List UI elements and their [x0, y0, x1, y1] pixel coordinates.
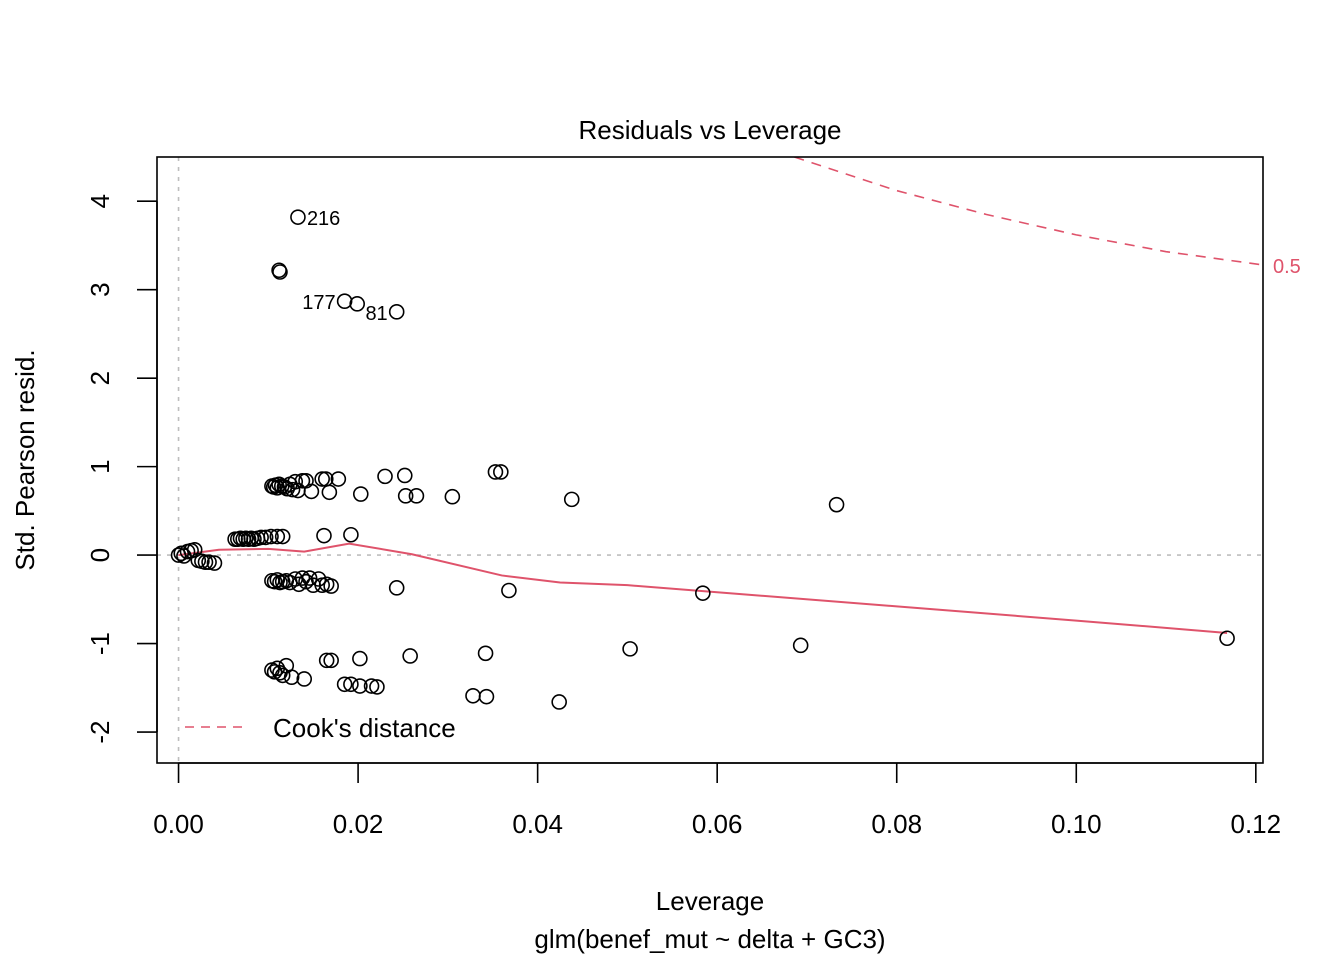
data-point [269, 528, 286, 545]
x-tick-label: 0.08 [871, 809, 922, 839]
data-point [316, 527, 332, 544]
data-point [349, 296, 365, 312]
y-tick-label: -2 [85, 720, 115, 743]
data-point [369, 679, 385, 695]
data-point [343, 526, 359, 543]
data-point [397, 488, 414, 504]
data-point [477, 645, 494, 662]
data-point [792, 637, 809, 654]
data-point [294, 570, 311, 586]
reference-lines [157, 157, 1263, 763]
data-point [283, 669, 300, 685]
plot-frame [156, 156, 1264, 764]
y-tick-label: 2 [85, 371, 115, 385]
cooks-contour-label: 0.5 [1273, 256, 1301, 278]
chart-title: Residuals vs Leverage [578, 115, 841, 145]
data-point [296, 671, 313, 687]
point-label: 81 [365, 303, 387, 325]
data-point [294, 472, 311, 489]
data-point [1219, 630, 1235, 647]
data-point [352, 486, 369, 502]
data-point [206, 555, 223, 571]
x-tick-label: 0.02 [333, 809, 384, 839]
data-point [343, 676, 359, 693]
data-point [444, 488, 461, 505]
smooth-line-group [178, 542, 1228, 634]
data-point [318, 652, 335, 669]
data-point [363, 678, 380, 694]
y-tick-label: 3 [85, 282, 115, 296]
cooks-distance-line [794, 157, 1263, 266]
data-point [336, 293, 353, 310]
data-point [563, 491, 580, 508]
data-point [301, 570, 318, 586]
data-point [396, 467, 413, 484]
x-tick-label: 0.12 [1231, 809, 1282, 839]
points-group [170, 209, 1235, 710]
legend-cooks-label: Cook's distance [273, 713, 456, 743]
x-axis: 0.00 0.02 0.04 0.06 0.08 0.10 0.12 [153, 762, 1282, 839]
data-point [377, 468, 393, 485]
point-label: 177 [302, 292, 335, 314]
point-labels-group: 216 177 81 [302, 208, 387, 325]
data-point [314, 471, 330, 487]
data-point [388, 304, 405, 320]
data-point [253, 529, 269, 546]
data-point [622, 641, 638, 657]
smooth-line [178, 542, 1228, 634]
data-point [290, 209, 306, 225]
point-label: 216 [307, 208, 340, 230]
x-tick-label: 0.06 [692, 809, 743, 839]
data-point [186, 541, 203, 558]
data-point [274, 667, 291, 684]
data-point [323, 578, 339, 594]
data-point [321, 484, 338, 501]
data-point [298, 573, 314, 590]
data-point [266, 573, 283, 590]
data-point [336, 676, 353, 693]
data-point [323, 652, 339, 669]
x-axis-label: Leverage [656, 886, 764, 916]
chart-subtitle: glm(benef_mut ~ delta + GC3) [534, 924, 885, 954]
data-point [388, 580, 405, 596]
data-point [274, 528, 291, 545]
y-tick-label: 0 [85, 548, 115, 562]
y-tick-label: -1 [85, 632, 115, 655]
data-point [487, 464, 504, 480]
data-point [465, 687, 481, 704]
y-tick-label: 4 [85, 194, 115, 208]
data-point [695, 585, 711, 601]
data-point [408, 488, 425, 504]
data-point [263, 528, 279, 545]
data-point [201, 554, 217, 570]
data-point [272, 264, 288, 280]
data-point [303, 483, 320, 500]
data-point [828, 496, 845, 513]
data-point [197, 554, 214, 570]
data-point [257, 529, 274, 546]
y-axis-label: Std. Pearson resid. [10, 349, 40, 570]
data-point [352, 678, 368, 694]
data-point [287, 473, 304, 490]
cooks-distance-contour [794, 157, 1263, 266]
data-point [551, 694, 567, 710]
data-point [298, 472, 314, 489]
x-tick-label: 0.00 [153, 809, 204, 839]
data-point [352, 650, 368, 667]
data-point [478, 688, 495, 705]
legend: Cook's distance [185, 713, 456, 743]
x-tick-label: 0.04 [512, 809, 563, 839]
data-point [330, 471, 347, 487]
y-tick-label: 1 [85, 459, 115, 473]
data-point [402, 648, 418, 664]
y-axis: -2 -1 0 1 2 3 4 [85, 194, 158, 744]
data-point [493, 464, 509, 480]
data-point [501, 582, 517, 599]
data-point [284, 481, 301, 498]
x-tick-label: 0.10 [1051, 809, 1102, 839]
